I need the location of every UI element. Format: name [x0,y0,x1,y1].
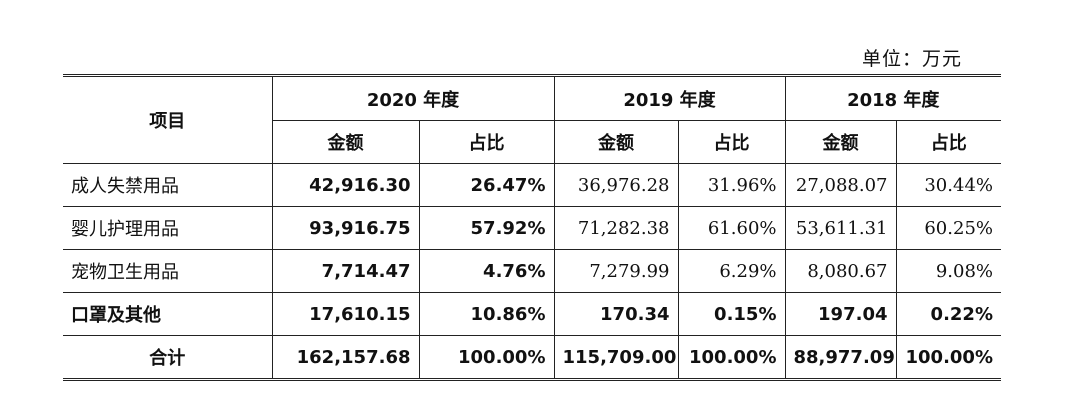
ratio-2020: 10.86% [418,292,555,336]
row-name: 口罩及其他 [63,292,273,336]
amount-2020: 93,916.75 [271,206,420,250]
ratio-2020: 57.92% [418,206,555,250]
table-row-total: 合计 162,157.68 100.00% 115,709.00 100.00%… [63,335,1001,381]
header-item: 项目 [63,74,273,164]
revenue-table: 项目 2020 年度 2019 年度 2018 年度 金额 占比 金额 占比 金… [63,74,1001,381]
amount-2018: 8,080.67 [784,249,897,293]
amount-2020: 7,714.47 [271,249,420,293]
header-year-2018: 2018 年度 [784,74,1001,121]
amount-2020: 17,610.15 [271,292,420,336]
amount-2018: 53,611.31 [784,206,897,250]
table-row: 宠物卫生用品 7,714.47 4.76% 7,279.99 6.29% 8,0… [63,249,1001,293]
header-amount-2020: 金额 [272,120,420,164]
amount-2019: 71,282.38 [553,206,679,250]
unit-label: 单位：万元 [862,48,963,70]
row-name: 宠物卫生用品 [63,249,273,293]
amount-2020: 162,157.68 [271,335,420,381]
header-amount-2018: 金额 [784,120,897,164]
table-row: 成人失禁用品 42,916.30 26.47% 36,976.28 31.96%… [63,163,1001,207]
header-row-years: 项目 2020 年度 2019 年度 2018 年度 [63,74,1001,164]
amount-2019: 115,709.00 [553,335,679,381]
ratio-2019: 31.96% [677,163,786,207]
row-name: 婴儿护理用品 [63,206,273,250]
ratio-2020: 4.76% [418,249,555,293]
header-amount-2019: 金额 [553,120,679,164]
table-row: 口罩及其他 17,610.15 10.86% 170.34 0.15% 197.… [63,292,1001,336]
ratio-2019: 100.00% [677,335,786,381]
ratio-2018: 30.44% [895,163,1001,207]
amount-2018: 88,977.09 [784,335,897,381]
amount-2019: 7,279.99 [553,249,679,293]
ratio-2020: 26.47% [418,163,555,207]
row-name: 合计 [63,335,273,381]
amount-2020: 42,916.30 [271,163,420,207]
ratio-2019: 0.15% [677,292,786,336]
header-ratio-2020: 占比 [418,120,555,164]
amount-2018: 27,088.07 [784,163,897,207]
table-row: 婴儿护理用品 93,916.75 57.92% 71,282.38 61.60%… [63,206,1001,250]
header-year-2019: 2019 年度 [553,74,786,121]
ratio-2018: 60.25% [895,206,1001,250]
ratio-2018: 100.00% [895,335,1001,381]
header-ratio-2019: 占比 [677,120,786,164]
amount-2018: 197.04 [784,292,897,336]
amount-2019: 170.34 [553,292,679,336]
amount-2019: 36,976.28 [553,163,679,207]
ratio-2018: 9.08% [895,249,1001,293]
ratio-2020: 100.00% [418,335,555,381]
header-year-2020: 2020 年度 [271,74,555,121]
ratio-2018: 0.22% [895,292,1001,336]
header-ratio-2018: 占比 [895,120,1001,164]
ratio-2019: 6.29% [677,249,786,293]
row-name: 成人失禁用品 [63,163,273,207]
ratio-2019: 61.60% [677,206,786,250]
